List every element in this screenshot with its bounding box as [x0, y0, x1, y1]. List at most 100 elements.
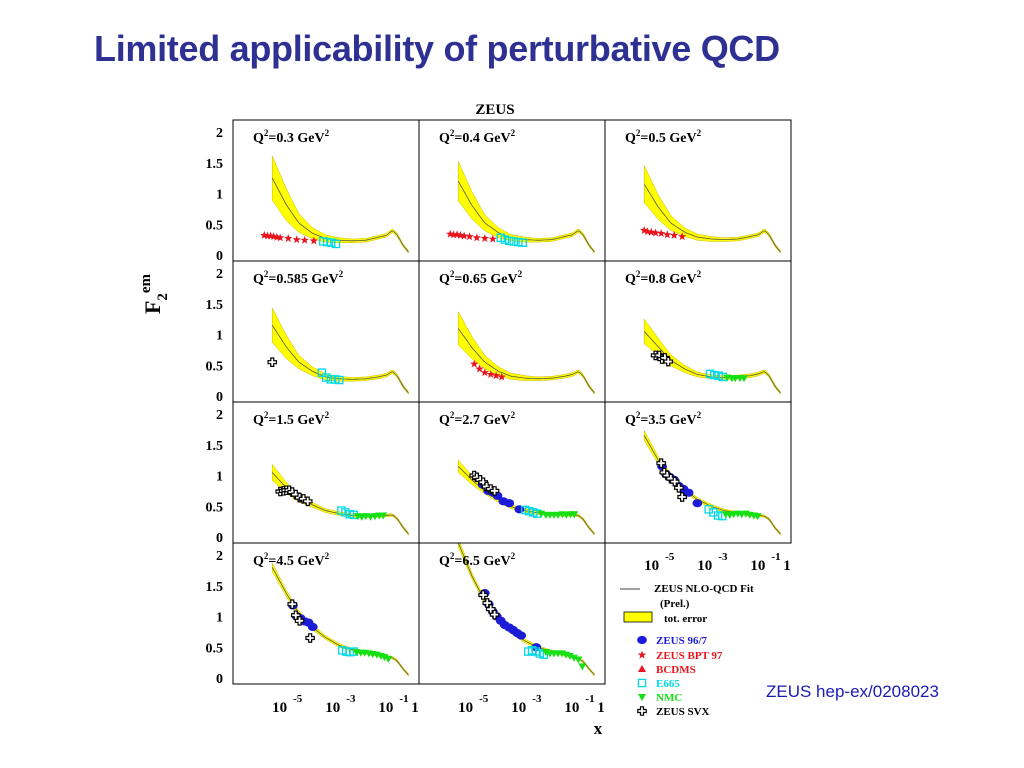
series-e665: [496, 233, 527, 247]
x-tick-label: 10-3: [697, 551, 728, 574]
series-zeus-svx: [650, 350, 674, 367]
data-point: [380, 654, 389, 662]
panel-label-value-sup: 2: [325, 551, 330, 561]
data-point: [302, 496, 313, 507]
data-point: [449, 230, 458, 239]
data-point: [678, 232, 687, 241]
panel-label: Q2=0.4 GeV2: [439, 128, 516, 146]
data-point: [331, 239, 341, 249]
panel-label-q: Q: [625, 272, 636, 287]
y-tick-label: 0.5: [206, 500, 224, 515]
panel-label-value: =0.65 GeV: [454, 272, 517, 287]
error-band: [457, 310, 595, 395]
x-tick-label: 10-3: [511, 693, 542, 716]
legend-label-2: (Prel.): [660, 598, 690, 610]
y-axis-label-main: F: [140, 301, 165, 314]
panel-label-q: Q: [253, 554, 264, 569]
x-tick-label: 10-5: [458, 693, 489, 716]
y-tick-label: 0: [216, 672, 223, 687]
panel-label-value: =0.8 GeV: [640, 272, 696, 287]
qcd-fit-curve: [271, 325, 409, 394]
panel-label-value: =0.585 GeV: [268, 272, 338, 287]
panel-plot-area: [457, 459, 595, 536]
panel-plot-area: [640, 165, 781, 254]
data-point: [570, 511, 579, 519]
reference-citation[interactable]: ZEUS hep-ex/0208023: [766, 682, 939, 701]
panel-label-q: Q: [253, 272, 264, 287]
panel-label-q-sup: 2: [636, 410, 641, 420]
series-nmc: [723, 374, 748, 383]
data-point: [656, 458, 666, 468]
panel-label-q: Q: [439, 272, 450, 287]
data-point: [309, 236, 318, 245]
panel-label-q: Q: [253, 131, 264, 146]
data-point: [647, 227, 656, 236]
error-band: [271, 155, 409, 254]
data-point: [670, 230, 679, 239]
legend-item-e665: E665: [637, 678, 680, 690]
svg-text:F2em: F2em: [138, 273, 171, 314]
legend: ZEUS NLO-QCD Fit (Prel.) tot. error ZEUS 96…: [620, 583, 754, 718]
y-tick-label: 1.5: [206, 157, 224, 172]
y-tick-label: 1: [216, 470, 223, 485]
error-band: [643, 429, 781, 536]
series-nmc: [352, 649, 393, 663]
qcd-fit-curve: [271, 472, 409, 535]
panel-label: Q2=0.5 GeV2: [625, 128, 702, 146]
legend-label: ZEUS BPT 97: [656, 650, 723, 662]
panel-label-q: Q: [253, 413, 264, 428]
legend-label: E665: [656, 678, 680, 690]
panel-label-value: =0.4 GeV: [454, 131, 510, 146]
data-point: [267, 357, 278, 367]
y-tick-label: 0.5: [206, 641, 224, 656]
series-e665: [337, 506, 358, 520]
panel-plot-area: [260, 155, 409, 254]
legend-item-zeus-svx: ZEUS SVX: [637, 706, 710, 718]
panel-3: Q2=0.5 GeV2: [604, 119, 792, 262]
panel-label-q: Q: [439, 413, 450, 428]
panel-label: Q2=2.7 GeV2: [439, 410, 516, 428]
data-point: [327, 238, 336, 247]
panel-label-q-sup: 2: [264, 128, 269, 138]
series-zeus-bpt-97: [640, 226, 687, 241]
legend-item-tot-error: tot. error: [623, 611, 707, 625]
y-tick-label: 0.5: [206, 359, 224, 374]
data-point: [300, 235, 309, 244]
data-point: [489, 486, 500, 496]
panel-plot-area: [643, 429, 781, 536]
x-tick-label: 10-5: [272, 693, 303, 716]
series-zeus-bpt-97: [260, 230, 318, 245]
error-band: [271, 463, 409, 536]
data-point: [294, 616, 305, 626]
data-point: [326, 375, 336, 384]
series-zeus-svx: [287, 599, 315, 643]
panel-label-q-sup: 2: [450, 410, 455, 420]
panel-label-value: =3.5 GeV: [640, 413, 696, 428]
panel-label-value: =0.5 GeV: [640, 131, 696, 146]
data-point: [478, 590, 488, 600]
series-zeus-svx: [267, 357, 278, 367]
panel-label-value: =2.7 GeV: [454, 413, 510, 428]
qcd-fit-curve: [271, 177, 409, 253]
data-point: [518, 238, 527, 247]
panel-label: Q2=4.5 GeV2: [253, 551, 330, 569]
panel-label-q-sup: 2: [264, 410, 269, 420]
panel-plot-area: [267, 307, 409, 395]
panel-plot-area: [457, 543, 595, 677]
data-point: [504, 499, 515, 508]
error-band: [271, 562, 409, 677]
panel-label-value: =6.5 GeV: [454, 554, 510, 569]
data-point: [456, 230, 465, 239]
error-band: [457, 459, 595, 536]
data-point: [663, 230, 672, 239]
legend-label: BCDMS: [656, 664, 696, 676]
legend-item-bcdms: BCDMS: [638, 664, 696, 676]
data-point: [753, 513, 762, 521]
x-tick-label: 1: [411, 700, 419, 716]
series-e665: [319, 237, 341, 249]
x-tick-label: 10-1: [378, 693, 408, 716]
data-point: [480, 368, 489, 377]
panel-label-q: Q: [625, 131, 636, 146]
